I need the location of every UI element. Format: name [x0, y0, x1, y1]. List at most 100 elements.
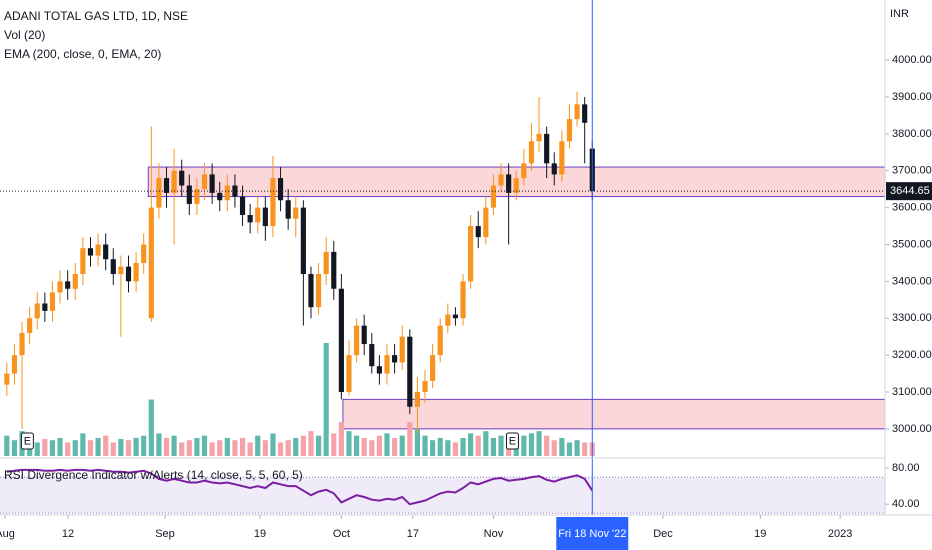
candle-body: [163, 178, 170, 193]
candle-body: [361, 325, 367, 345]
y-tick-label: 3000.00: [892, 423, 932, 435]
candle-body: [194, 189, 200, 204]
volume-bar: [475, 435, 481, 456]
candle-body: [384, 355, 390, 374]
volume-bar: [277, 442, 284, 456]
candle-body: [255, 207, 261, 223]
volume-bar: [4, 435, 10, 456]
volume-bar: [308, 431, 314, 456]
candle-body: [498, 174, 504, 186]
candle-body: [57, 281, 63, 293]
candle-body: [468, 226, 474, 282]
candle-body: [475, 226, 481, 238]
candle-body: [376, 366, 382, 374]
candle-body: [414, 391, 420, 407]
candle-body: [156, 178, 162, 208]
volume-bar: [528, 433, 535, 456]
indicator-label: Vol (20): [4, 28, 45, 42]
volume-bar: [521, 435, 527, 456]
candle-body: [11, 355, 18, 374]
candle-body: [186, 185, 192, 204]
candle-body: [133, 262, 139, 282]
volume-bar: [72, 440, 78, 456]
candle-body: [574, 104, 580, 120]
candle-body: [407, 336, 413, 407]
candle-body: [217, 192, 223, 201]
volume-bar: [490, 437, 497, 456]
indicator-label: EMA (200, close, 0, EMA, 20): [4, 47, 161, 61]
x-tick-label: 19: [754, 528, 766, 540]
candle-body: [452, 314, 459, 319]
volume-bar: [217, 440, 223, 456]
volume-bar: [49, 440, 56, 456]
volume-bar: [57, 437, 63, 456]
candle-body: [513, 178, 519, 193]
y-tick-label: 3400.00: [892, 275, 932, 287]
chart-title: ADANI TOTAL GAS LTD, 1D, NSE: [4, 9, 188, 23]
volume-bar: [201, 435, 208, 456]
volume-bar: [156, 433, 162, 456]
volume-bar: [338, 422, 344, 456]
candle-body: [506, 174, 512, 193]
volume-bar: [376, 435, 382, 456]
candle-body: [224, 185, 230, 201]
candle-body: [118, 266, 124, 274]
volume-bar: [103, 435, 109, 456]
volume-bar: [399, 435, 405, 456]
candle-body: [528, 141, 535, 164]
volume-bar: [209, 442, 215, 456]
volume-bar: [239, 437, 246, 456]
volume-bar: [460, 437, 466, 456]
volume-bar: [354, 435, 360, 456]
volume-bar: [270, 433, 276, 456]
volume-bar: [110, 442, 116, 456]
candle-body: [262, 207, 268, 227]
rsi-band: [0, 477, 885, 514]
volume-bar: [125, 440, 132, 456]
y-tick-label: 80.00: [892, 462, 920, 474]
candle-body: [110, 259, 116, 274]
y-tick-label: 3600.00: [892, 202, 932, 214]
volume-bar: [42, 439, 48, 456]
candle-body: [566, 119, 573, 142]
candle-body: [171, 170, 177, 193]
candle-body: [27, 318, 33, 333]
volume-bar: [361, 437, 367, 456]
volume-bar: [452, 442, 459, 456]
y-tick-label: 3800.00: [892, 128, 932, 140]
event-box: [505, 432, 519, 450]
y-tick-label: 3500.00: [892, 238, 932, 250]
candle-body: [536, 133, 542, 142]
volume-bar: [141, 435, 147, 456]
volume-bar: [566, 442, 573, 456]
x-tick-label: 17: [407, 528, 419, 540]
candle-body: [323, 251, 329, 274]
candle-body: [49, 292, 56, 311]
volume-bar: [331, 433, 337, 456]
candle-body: [277, 178, 284, 201]
volume-bar: [498, 435, 504, 456]
volume-bar: [574, 440, 580, 456]
currency: INR: [890, 8, 909, 20]
volume-bar: [80, 433, 86, 456]
candle-body: [141, 244, 147, 263]
volume-bar: [483, 431, 489, 456]
candle-body: [34, 303, 40, 319]
candle-body: [331, 251, 337, 289]
candle-body: [80, 248, 86, 274]
candle-body: [42, 303, 48, 311]
volume-bar: [384, 433, 390, 456]
volume-bar: [369, 440, 375, 456]
candle-body: [87, 248, 94, 256]
volume-bar: [194, 437, 200, 456]
volume-bar: [247, 442, 253, 456]
candle-body: [354, 325, 360, 356]
last-price-label: 3644.65: [890, 185, 930, 197]
candle-body: [308, 273, 314, 308]
volume-bar: [133, 437, 139, 456]
candle-body: [19, 332, 25, 356]
volume-bar: [414, 428, 420, 456]
candle-body: [293, 207, 299, 219]
